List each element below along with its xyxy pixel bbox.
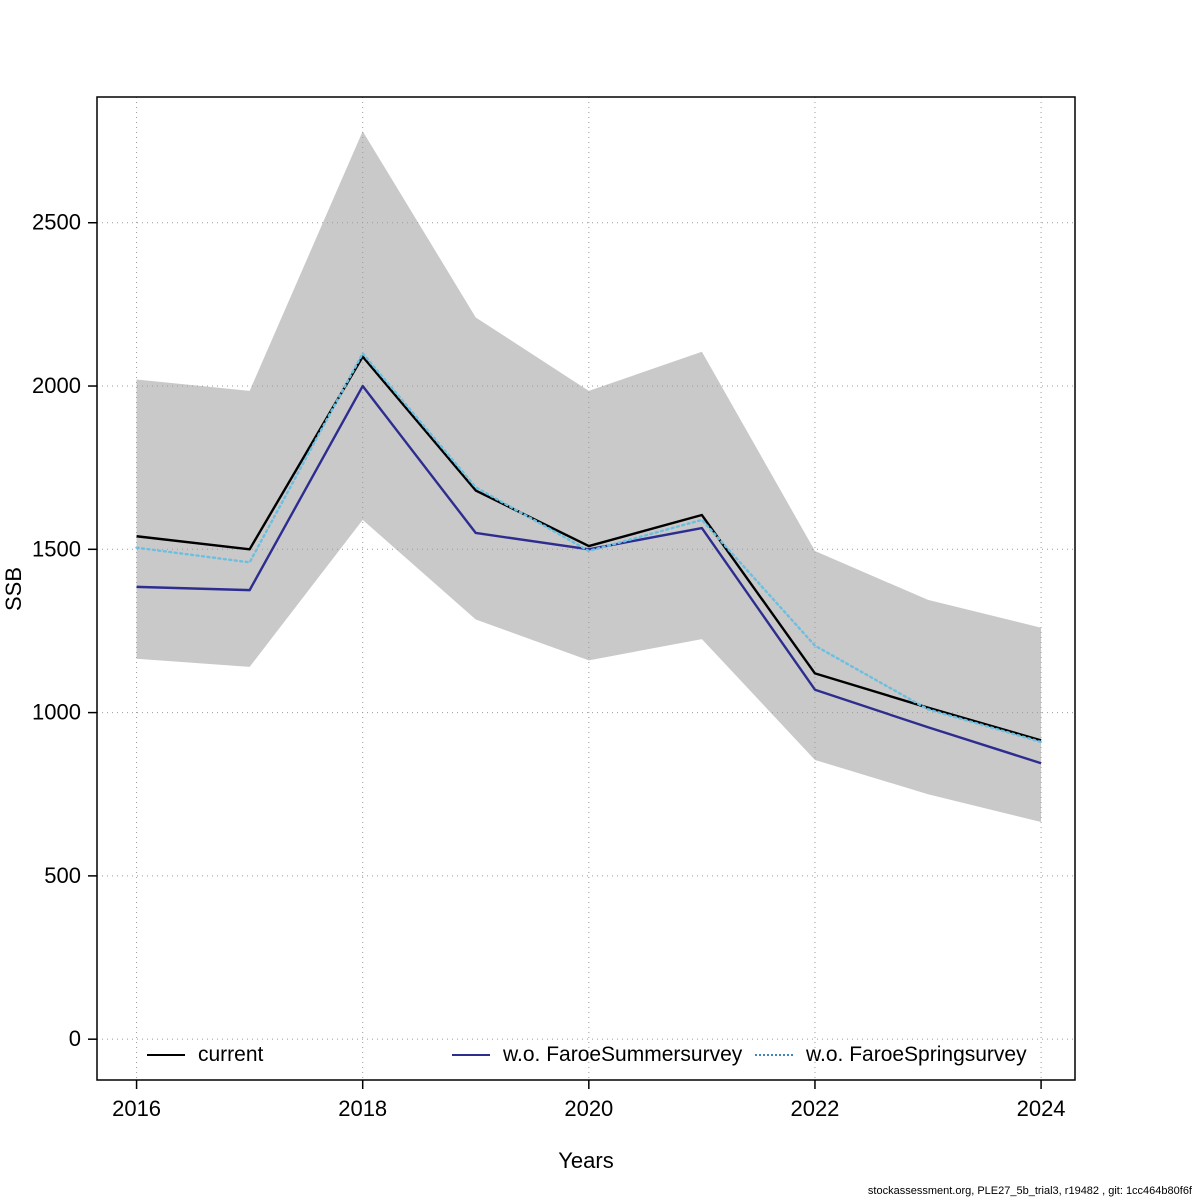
x-tick-label: 2018: [338, 1096, 387, 1121]
legend-line-sample-wo-faroesummersurvey: [452, 1054, 490, 1056]
y-axis-title: SSB: [1, 566, 26, 612]
series-current: [136, 355, 1042, 742]
legend-line-sample-wo-faroespringsurvey: [755, 1054, 793, 1056]
y-tick-label: 500: [44, 863, 81, 888]
legend-label-wo-faroesummersurvey: w.o. FaroeSummersurvey: [503, 1043, 743, 1066]
x-axis-title: Years: [558, 1148, 614, 1173]
stockassessment-run-info: stockassessment.org, PLE27_5b_trial3, r1…: [867, 1185, 1192, 1197]
x-tick-label: 2022: [790, 1096, 839, 1121]
legend-label-wo-faroespringsurvey: w.o. FaroeSpringsurvey: [806, 1043, 1027, 1066]
series-w-o-faroesummersurvey: [136, 384, 1042, 765]
legend-item-wo-faroespringsurvey: w.o. FaroeSpringsurvey: [755, 1043, 1027, 1067]
y-tick-label: 1000: [32, 700, 81, 725]
plot-border: [96, 96, 1076, 1081]
legend-item-current: current: [147, 1043, 263, 1067]
y-tick-label: 2500: [32, 210, 81, 235]
x-tick-label: 2016: [112, 1096, 161, 1121]
legend-item-wo-faroesummersurvey: w.o. FaroeSummersurvey: [452, 1043, 742, 1067]
x-tick-label: 2024: [1017, 1096, 1066, 1121]
confidence-band: [136, 131, 1042, 823]
y-tick-label: 0: [69, 1026, 81, 1051]
legend-label-current: current: [198, 1043, 264, 1066]
y-tick-label: 1500: [32, 536, 81, 561]
series-w-o-faroespringsurvey: [135, 352, 1043, 744]
y-tick-label: 2000: [32, 373, 81, 398]
x-tick-label: 2020: [564, 1096, 613, 1121]
legend-line-sample-current: [147, 1054, 185, 1056]
